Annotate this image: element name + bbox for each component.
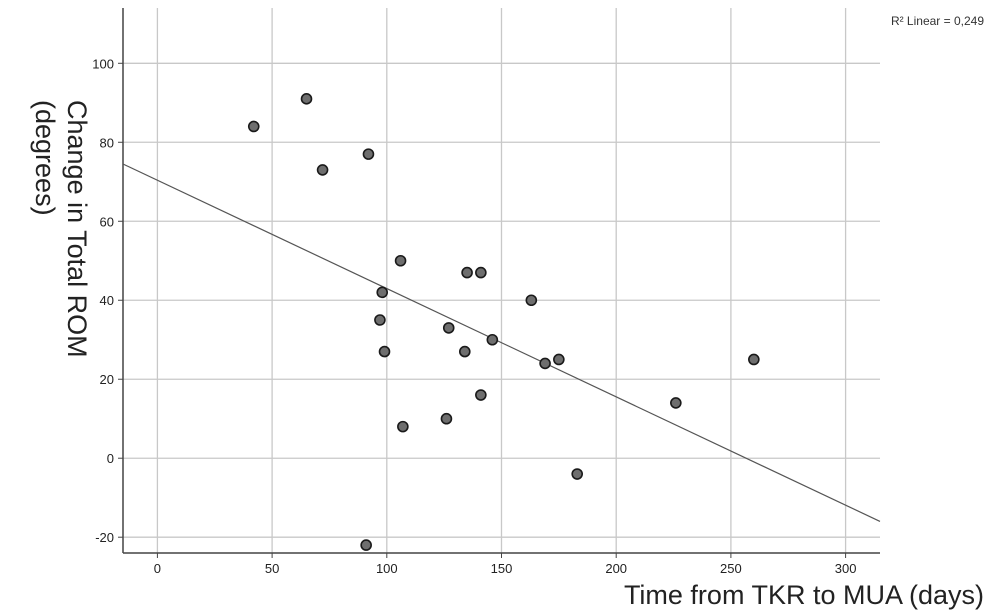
y-tick-label: 60 — [100, 214, 114, 229]
data-point — [362, 148, 375, 160]
fit-line-group — [122, 163, 881, 522]
data-point — [748, 353, 760, 366]
y-tick-label: 80 — [100, 135, 114, 150]
data-point — [376, 286, 389, 299]
y-tick-label: 20 — [100, 372, 114, 387]
data-point — [360, 539, 372, 551]
data-point — [442, 322, 455, 334]
data-point — [440, 412, 453, 425]
data-point — [247, 120, 260, 133]
x-tick-label: 250 — [720, 561, 742, 576]
data-point — [378, 345, 391, 358]
x-tick-label: 0 — [154, 561, 161, 576]
data-point — [475, 389, 487, 401]
tick-labels: 0 50 100 150 200 250 300 -20 0 20 40 60 80 100 — [92, 56, 856, 576]
x-tick-label: 50 — [265, 561, 279, 576]
data-points — [247, 93, 760, 551]
y-axis-title: Change in Total ROM (degrees) — [30, 100, 92, 358]
y-tick-label: 100 — [92, 56, 114, 71]
data-point — [461, 266, 473, 279]
x-axis-title: Time from TKR to MUA (days) — [624, 580, 984, 610]
y-axis-title-line-2: (degrees) — [30, 100, 60, 216]
data-point — [553, 353, 565, 366]
data-point — [670, 397, 682, 409]
r-squared-annotation: R² Linear = 0,249 — [891, 14, 984, 28]
data-point — [316, 164, 329, 176]
data-point — [525, 294, 538, 307]
axes — [118, 8, 880, 558]
x-tick-label: 150 — [491, 561, 513, 576]
data-point — [458, 345, 471, 358]
data-point — [394, 254, 407, 267]
data-point — [300, 93, 313, 105]
data-point — [374, 314, 386, 326]
x-tick-label: 200 — [605, 561, 627, 576]
grid — [123, 8, 880, 553]
y-axis-title-line-1: Change in Total ROM — [62, 100, 92, 358]
y-tick-label: -20 — [95, 530, 114, 545]
y-tick-label: 0 — [107, 451, 114, 466]
data-point — [475, 266, 487, 279]
y-tick-label: 40 — [100, 293, 114, 308]
x-tick-label: 100 — [376, 561, 398, 576]
x-tick-label: 300 — [835, 561, 857, 576]
data-point — [397, 420, 409, 433]
data-point — [486, 333, 499, 346]
linear-fit-line — [122, 163, 881, 522]
data-point — [539, 357, 551, 370]
data-point — [571, 468, 584, 480]
